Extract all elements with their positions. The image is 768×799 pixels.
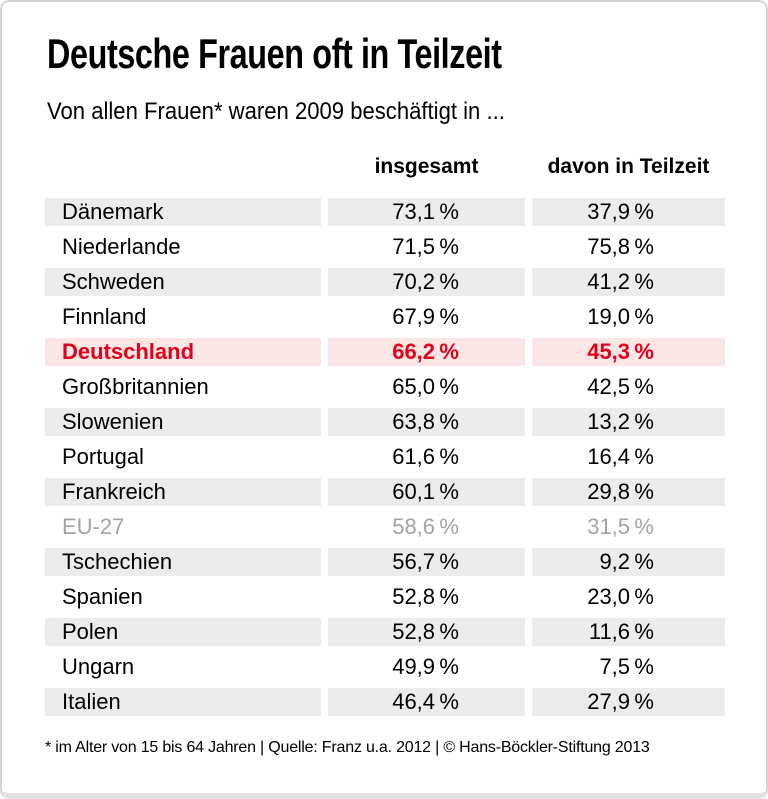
total-value: 67,9 %: [392, 304, 459, 329]
footnote: * im Alter von 15 bis 64 Jahren | Quelle…: [45, 739, 650, 756]
parttime-value: 13,2 %: [532, 408, 725, 436]
total-value: 49,9 %: [392, 654, 459, 679]
table-row: Italien 46,4 % 27,9 %: [45, 688, 725, 716]
table-row: Slowenien 63,8 % 13,2 %: [45, 408, 725, 436]
total-value: 52,8 %: [392, 584, 459, 609]
total-value: 66,2 %: [328, 338, 525, 366]
data-table: Dänemark 73,1 % 37,9 % Niederlande 71,5 …: [45, 198, 725, 723]
parttime-value: 42,5 %: [587, 374, 654, 399]
country-label: Deutschland: [45, 338, 321, 366]
table-row: Tschechien 56,7 % 9,2 %: [45, 548, 725, 576]
table-row: Frankreich 60,1 % 29,8 %: [45, 478, 725, 506]
table-row: Portugal 61,6 % 16,4 %: [45, 443, 725, 471]
column-header-parttime: davon in Teilzeit: [547, 155, 710, 178]
parttime-value: 31,5 %: [587, 514, 654, 539]
parttime-value: 11,6 %: [532, 618, 725, 646]
parttime-value: 37,9 %: [532, 198, 725, 226]
total-value: 56,7 %: [328, 548, 525, 576]
country-label: Großbritannien: [62, 374, 209, 399]
country-label: Finnland: [62, 304, 147, 329]
total-value: 58,6 %: [392, 514, 459, 539]
country-label: Spanien: [62, 584, 143, 609]
total-value: 65,0 %: [392, 374, 459, 399]
country-label: Niederlande: [62, 234, 181, 259]
parttime-value: 75,8 %: [587, 234, 654, 259]
country-label: Italien: [45, 688, 321, 716]
parttime-value: 27,9 %: [532, 688, 725, 716]
table-header: insgesamt davon in Teilzeit: [45, 152, 725, 182]
total-value: 61,6 %: [392, 444, 459, 469]
country-label: Frankreich: [45, 478, 321, 506]
table-row: Niederlande 71,5 % 75,8 %: [45, 233, 725, 261]
parttime-value: 45,3 %: [532, 338, 725, 366]
parttime-value: 9,2 %: [532, 548, 725, 576]
parttime-value: 29,8 %: [532, 478, 725, 506]
country-label: Portugal: [62, 444, 144, 469]
parttime-value: 19,0 %: [587, 304, 654, 329]
column-header-total: insgesamt: [374, 155, 479, 178]
total-value: 73,1 %: [328, 198, 525, 226]
table-row: Schweden 70,2 % 41,2 %: [45, 268, 725, 296]
parttime-value: 7,5 %: [599, 654, 654, 679]
parttime-value: 23,0 %: [587, 584, 654, 609]
table-row: Deutschland 66,2 % 45,3 %: [45, 338, 725, 366]
country-label: Slowenien: [45, 408, 321, 436]
country-label: Schweden: [45, 268, 321, 296]
table-row: Finnland 67,9 % 19,0 %: [45, 303, 725, 331]
total-value: 63,8 %: [328, 408, 525, 436]
page-title: Deutsche Frauen oft in Teilzeit: [47, 30, 502, 77]
total-value: 52,8 %: [328, 618, 525, 646]
total-value: 60,1 %: [328, 478, 525, 506]
country-label: Polen: [45, 618, 321, 646]
total-value: 46,4 %: [328, 688, 525, 716]
table-row: Spanien 52,8 % 23,0 %: [45, 583, 725, 611]
table-row: Polen 52,8 % 11,6 %: [45, 618, 725, 646]
parttime-value: 16,4 %: [587, 444, 654, 469]
country-label: Tschechien: [45, 548, 321, 576]
parttime-value: 41,2 %: [532, 268, 725, 296]
total-value: 71,5 %: [392, 234, 459, 259]
subtitle: Von allen Frauen* waren 2009 beschäftigt…: [47, 98, 505, 125]
table-row: Dänemark 73,1 % 37,9 %: [45, 198, 725, 226]
country-label: Dänemark: [45, 198, 321, 226]
table-row: Ungarn 49,9 % 7,5 %: [45, 653, 725, 681]
column-header-country: [45, 152, 321, 180]
country-label: EU-27: [62, 514, 125, 539]
country-label: Ungarn: [62, 654, 135, 679]
table-row: EU-27 58,6 % 31,5 %: [45, 513, 725, 541]
table-row: Großbritannien 65,0 % 42,5 %: [45, 373, 725, 401]
total-value: 70,2 %: [328, 268, 525, 296]
